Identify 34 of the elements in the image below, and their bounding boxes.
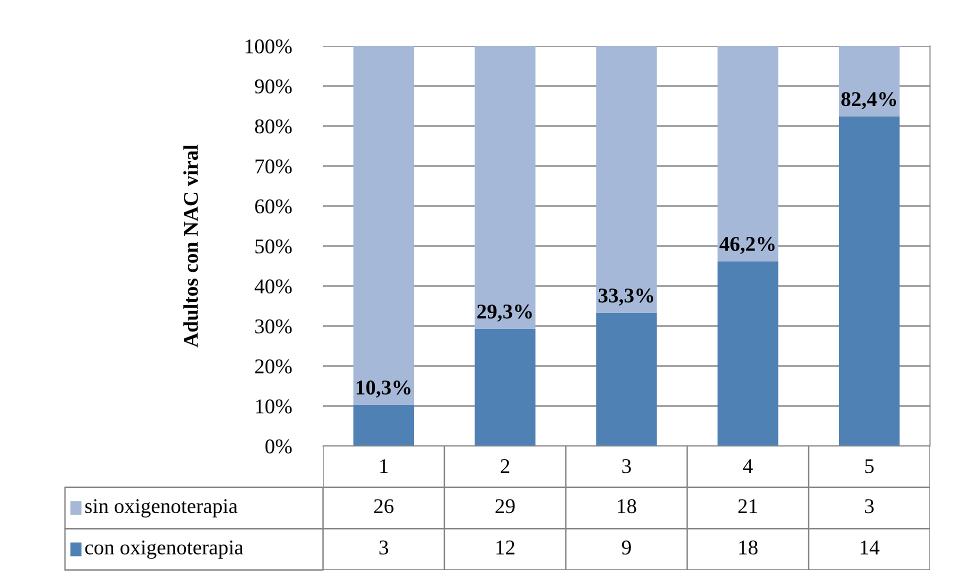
data-label: 33,3% [598, 288, 654, 306]
y-tick-label: 80% [255, 119, 292, 134]
y-tick-label: 90% [254, 79, 292, 94]
text: 18 [739, 540, 758, 555]
text: 18 [618, 499, 636, 514]
text: 12 [496, 540, 514, 554]
y-tick-label: 0% [265, 439, 292, 454]
data-label: 10,3% [356, 380, 410, 398]
text: 3 [379, 540, 388, 555]
legend-label: con oxigenoterapia [85, 540, 244, 559]
data-label: 82,4% [841, 92, 896, 110]
x-tick-label: 5 [865, 459, 874, 474]
y-axis-title: Adultos con NAC viral [183, 144, 198, 348]
text: 9 [622, 540, 631, 555]
text: 3 [865, 499, 874, 514]
text: 29 [496, 499, 515, 514]
x-tick-label: 1 [380, 459, 388, 473]
y-tick-label: 50% [255, 239, 292, 254]
text: 14 [860, 540, 880, 554]
x-tick-label: 4 [743, 459, 753, 473]
text: 21 [738, 499, 758, 514]
y-tick-label: 10% [256, 399, 292, 414]
data-label: 29,3% [477, 304, 532, 322]
x-tick-label: 3 [622, 459, 631, 474]
y-tick-label: 70% [256, 159, 292, 174]
text: 26 [374, 499, 394, 514]
data-label: 46,2% [720, 236, 775, 254]
y-tick-label: 30% [255, 319, 292, 334]
y-tick-label: 40% [254, 279, 292, 294]
y-tick-label: 20% [255, 359, 292, 374]
y-tick-label: 100% [246, 39, 292, 54]
x-tick-label: 2 [500, 459, 510, 473]
y-tick-label: 60% [255, 199, 292, 214]
legend-label: sin oxigenoterapia [85, 499, 238, 518]
